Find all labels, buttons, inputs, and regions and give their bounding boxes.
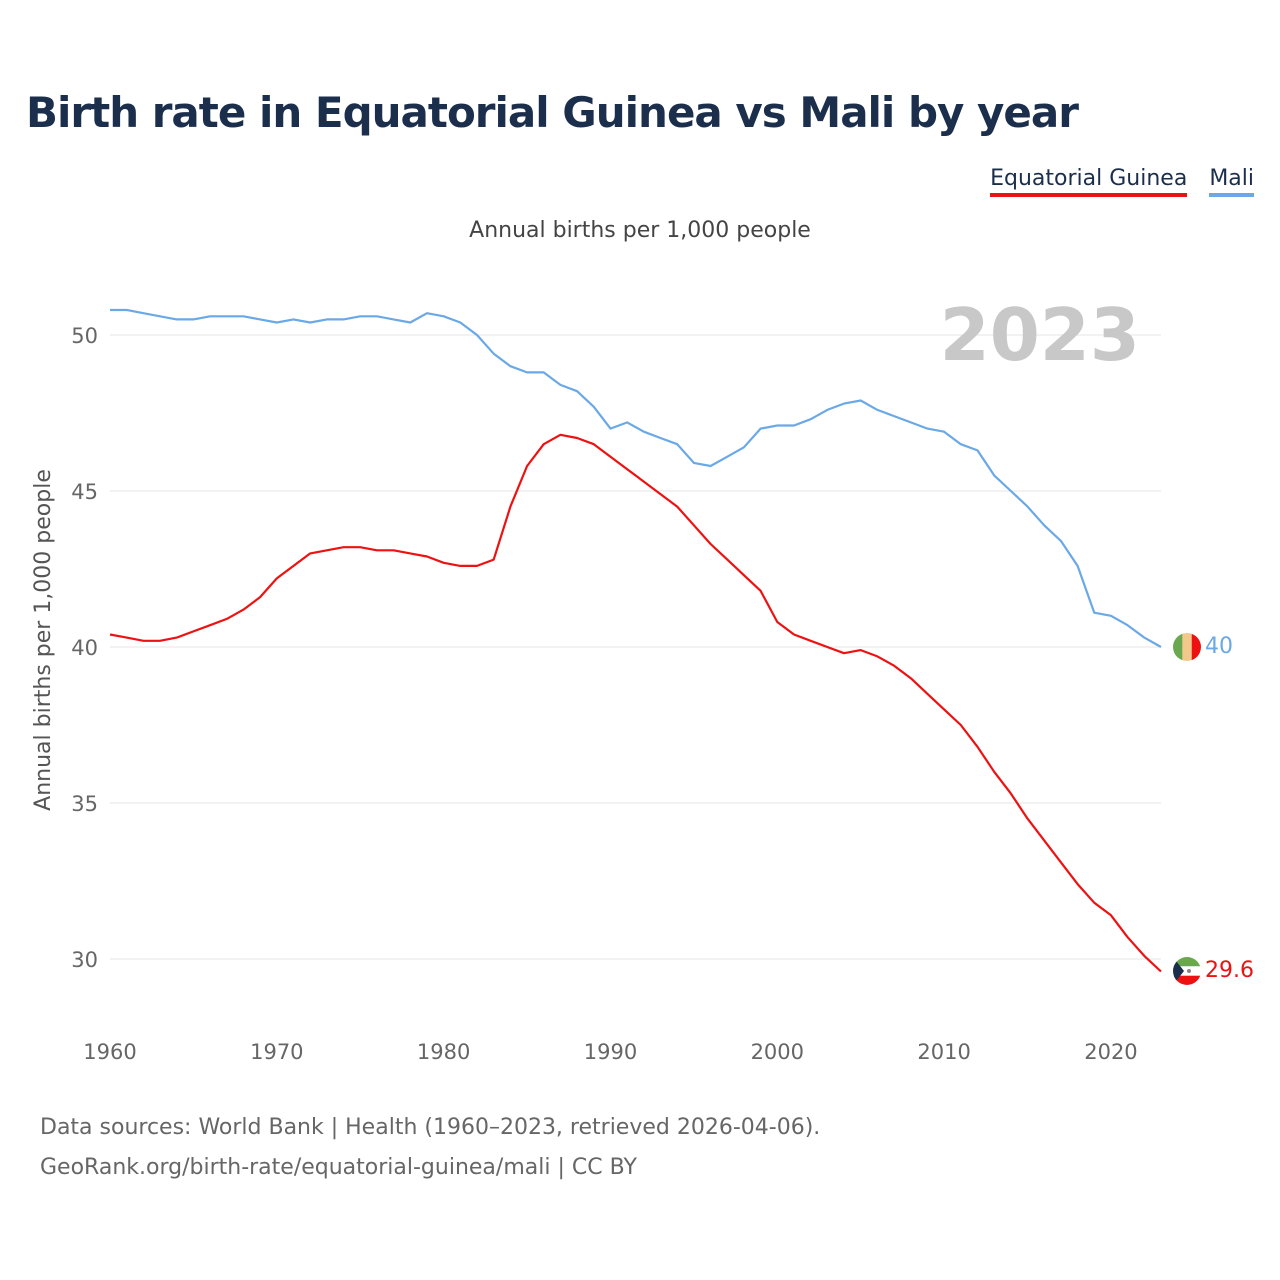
page-title: Birth rate in Equatorial Guinea vs Mali … (26, 88, 1079, 137)
flag-markers (1173, 633, 1201, 985)
year-watermark: 2023 (940, 293, 1140, 377)
y-tick-label: 50 (71, 324, 98, 348)
end-labels: 40 29.6 (1205, 634, 1254, 983)
y-tick-label: 30 (71, 948, 98, 972)
series-line-mali[interactable] (110, 308, 1162, 648)
chart-subtitle: Annual births per 1,000 people (469, 218, 811, 243)
legend-item-equatorial-guinea[interactable]: Equatorial Guinea (990, 166, 1188, 197)
legend: Equatorial Guinea Mali (990, 166, 1254, 197)
mali-end-value-label: 40 (1205, 634, 1233, 659)
y-tick-label: 45 (71, 480, 98, 504)
equatorial-guinea-end-value-label: 29.6 (1205, 958, 1254, 983)
x-tick-label: 2000 (751, 1040, 804, 1064)
x-axis-ticks: 1960 1970 1980 1990 2000 2010 2020 (83, 1040, 1137, 1064)
x-tick-label: 2020 (1084, 1040, 1137, 1064)
x-tick-label: 1970 (250, 1040, 303, 1064)
x-tick-label: 1960 (83, 1040, 136, 1064)
y-axis-label: Annual births per 1,000 people (31, 469, 56, 811)
x-tick-label: 1980 (417, 1040, 470, 1064)
mali-flag-icon (1173, 633, 1201, 661)
y-tick-label: 40 (71, 636, 98, 660)
series-line-equatorial-guinea[interactable] (109, 433, 1162, 973)
source-note: Data sources: World Bank | Health (1960–… (40, 1108, 820, 1188)
y-axis-ticks: 30 35 40 45 50 (71, 324, 98, 972)
x-tick-label: 2010 (917, 1040, 970, 1064)
series-lines (109, 308, 1162, 973)
equatorial-guinea-flag-icon (1173, 957, 1201, 985)
grid-lines (110, 334, 1161, 960)
source-line-2[interactable]: GeoRank.org/birth-rate/equatorial-guinea… (40, 1155, 637, 1180)
y-tick-label: 35 (71, 792, 98, 816)
x-tick-label: 1990 (584, 1040, 637, 1064)
source-line-1: Data sources: World Bank | Health (1960–… (40, 1115, 821, 1140)
legend-item-mali[interactable]: Mali (1209, 166, 1254, 197)
